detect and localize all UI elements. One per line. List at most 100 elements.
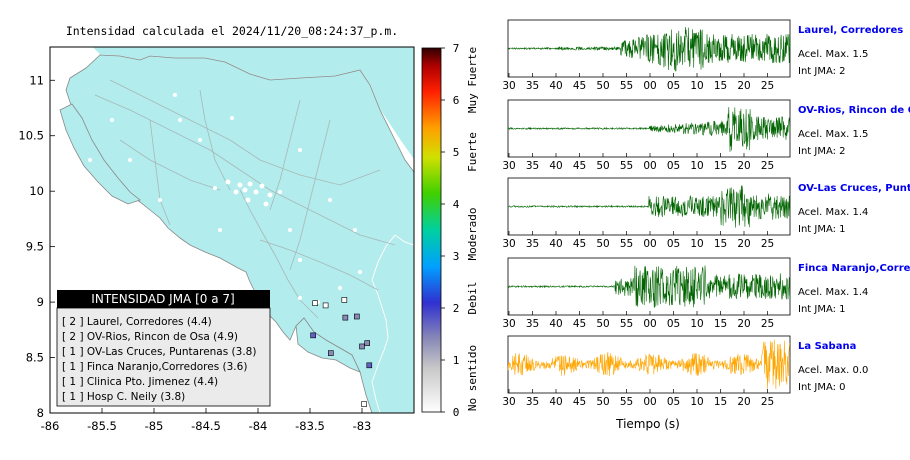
map-y-tick-label: 8.5: [26, 351, 44, 365]
map-y-tick-label: 10: [29, 184, 44, 198]
waveform-tick-label: 05: [667, 160, 680, 172]
waveform-tick-label: 15: [714, 80, 727, 92]
waveform-station-name: OV-Rios, Rincon de Os: [798, 105, 910, 116]
station-marker: [353, 313, 360, 320]
legend-title: INTENSIDAD JMA [0 a 7]: [91, 292, 234, 306]
waveform-trace: [507, 26, 791, 72]
waveform-station-name: La Sabana: [798, 341, 856, 352]
station-markers: [310, 297, 373, 407]
waveform-accel: Acel. Max. 1.5: [798, 49, 868, 60]
station-marker: [312, 300, 319, 307]
waveform-tick-label: 20: [737, 80, 750, 92]
waveform-tick-label: 50: [596, 318, 609, 330]
waveform-panel: 30 35 40 45 50 55 00 05 10 15 20 25 Laurel, Corredor…: [502, 19, 903, 92]
waveform-tick-label: 40: [549, 396, 562, 408]
waveform-xlabel: Tiempo (s): [615, 417, 680, 431]
waveform-tick-label: 25: [761, 318, 774, 330]
waveform-tick-label: 30: [502, 318, 515, 330]
station-marker: [342, 314, 349, 321]
waveform-tick-label: 00: [643, 160, 656, 172]
waveform-trace: [508, 185, 791, 228]
waveform-int: Int JMA: 1: [798, 224, 846, 235]
waveform-tick-label: 10: [690, 160, 703, 172]
colorbar-category: Muy Fuerte: [466, 47, 479, 113]
waveform-tick-label: 45: [573, 396, 586, 408]
waveform-tick-label: 40: [549, 80, 562, 92]
waveform-accel: Acel. Max. 1.5: [798, 129, 868, 140]
waveform-tick-label: 35: [526, 318, 539, 330]
waveform-tick-label: 05: [667, 80, 680, 92]
waveform-tick-label: 20: [737, 160, 750, 172]
map-x-tick-label: -84: [249, 419, 268, 433]
waveform-panel: 30 35 40 45 50 55 00 05 10 15 20 25 OV-Rios, Rincon …: [502, 99, 910, 172]
station-marker: [341, 297, 348, 303]
map-title: Intensidad calculada el 2024/11/20_08:24…: [66, 24, 398, 38]
legend: INTENSIDAD JMA [0 a 7] [ 2 ] Laurel, Cor…: [56, 290, 271, 407]
station-marker: [310, 332, 316, 339]
waveform-tick-label: 15: [714, 238, 727, 250]
map-y-tick-label: 9: [37, 295, 44, 309]
colorbar-tick-label: 4: [453, 198, 460, 211]
legend-item: [ 2 ] OV-Rios, Rincon de Osa (4.9): [62, 331, 238, 343]
waveform-tick-label: 30: [502, 160, 515, 172]
waveform-tick-label: 50: [596, 160, 609, 172]
station-marker: [364, 340, 371, 346]
waveform-tick-label: 30: [502, 396, 515, 408]
station-marker: [366, 362, 373, 369]
colorbar-tick-label: 1: [453, 354, 460, 367]
colorbar-ticks: 0 1 2 3 4 5 6 7: [441, 42, 460, 419]
waveform-panels: 30 35 40 45 50 55 00 05 10 15 20 25 Laurel, Corredor…: [502, 19, 910, 408]
colorbar-tick-label: 3: [453, 250, 460, 263]
colorbar-tick-label: 2: [453, 302, 460, 315]
legend-title-bg: [57, 290, 270, 308]
waveform-int: Int JMA: 2: [798, 146, 846, 157]
waveform-trace: [507, 339, 791, 390]
colorbar-tick-label: 6: [453, 94, 460, 107]
waveform-accel: Acel. Max. 1.4: [798, 287, 868, 298]
waveform-tick-label: 25: [761, 238, 774, 250]
waveform-tick-label: 40: [549, 160, 562, 172]
waveform-tick-label: 00: [643, 238, 656, 250]
colorbar-tick-label: 0: [453, 406, 460, 419]
waveform-tick-label: 50: [596, 80, 609, 92]
waveform-frame: [507, 257, 791, 316]
legend-body: [56, 307, 271, 407]
map-roads: [94, 79, 396, 319]
waveform-accel: Acel. Max. 1.4: [798, 207, 868, 218]
waveform-tick-label: 05: [667, 396, 680, 408]
osa-peninsula: [295, 317, 361, 373]
waveform-station-name: Finca Naranjo,Corredor: [798, 263, 910, 274]
waveform-station-name: Laurel, Corredores: [798, 25, 903, 36]
map-y-tick-label: 10.5: [18, 129, 44, 143]
station-marker: [327, 350, 334, 356]
waveform-panel: 30 35 40 45 50 55 00 05 10 15 20 25 Finca Naranjo,Co…: [502, 257, 910, 330]
waveform-tick-label: 45: [573, 160, 586, 172]
waveform-tick-label: 40: [549, 318, 562, 330]
waveform-tick-label: 15: [714, 396, 727, 408]
waveform-int: Int JMA: 2: [798, 66, 846, 77]
waveform-tick-label: 35: [526, 80, 539, 92]
waveform-tick-label: 55: [620, 318, 633, 330]
waveform-trace: [507, 107, 791, 152]
waveform-tick-label: 15: [714, 318, 727, 330]
waveform-tick-label: 00: [643, 396, 656, 408]
waveform-tick-label: 55: [620, 396, 633, 408]
waveform-tick-label: 25: [761, 80, 774, 92]
waveform-tick-label: 30: [502, 80, 515, 92]
waveform-tick-label: 35: [526, 160, 539, 172]
waveform-tick-label: 30: [502, 238, 515, 250]
map-x-tick-label: -83: [353, 419, 372, 433]
waveform-tick-label: 00: [643, 318, 656, 330]
map-x-tick-label: -85: [145, 419, 164, 433]
colorbar-category: Debil: [466, 281, 479, 314]
waveform-accel: Acel. Max. 0.0: [798, 365, 868, 376]
waveform-tick-label: 35: [526, 238, 539, 250]
waveform-tick-label: 20: [737, 238, 750, 250]
legend-item: [ 1 ] Finca Naranjo,Corredores (3.6): [62, 361, 247, 373]
waveform-tick-label: 55: [620, 80, 633, 92]
legend-item: [ 1 ] Hosp C. Neily (3.8): [62, 391, 185, 403]
waveform-tick-label: 10: [690, 396, 703, 408]
map-y-tick-label: 11: [29, 73, 44, 87]
station-marker: [361, 401, 367, 407]
waveform-tick-label: 25: [761, 160, 774, 172]
